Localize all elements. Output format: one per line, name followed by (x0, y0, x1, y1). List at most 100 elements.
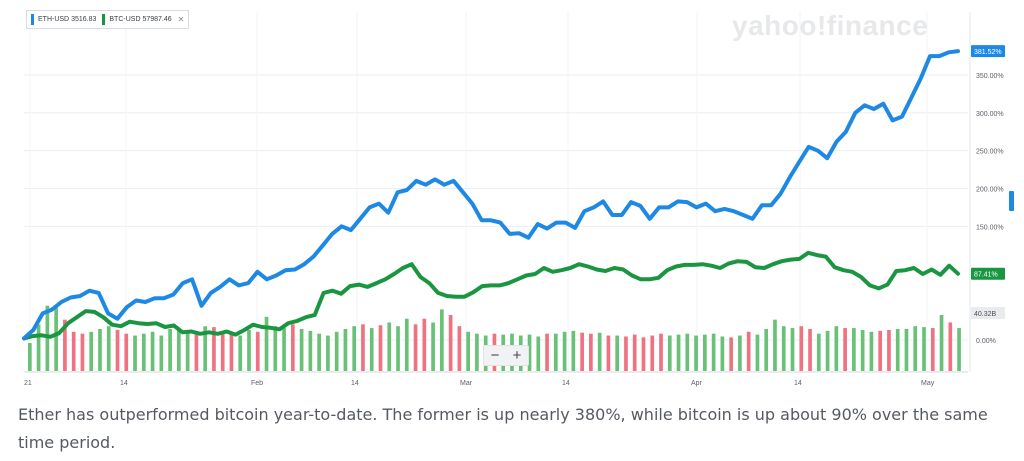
y-tick-label: 350.00% (976, 73, 1004, 80)
volume-bar (238, 335, 243, 371)
volume-bar (334, 331, 339, 371)
zoom-control: − + (483, 345, 529, 366)
close-icon[interactable]: ✕ (177, 15, 185, 24)
volume-bar (89, 331, 94, 371)
volume-bar (36, 324, 41, 371)
volume-bar (773, 319, 777, 371)
volume-bar (597, 332, 602, 371)
volume-bar (466, 331, 470, 371)
volume-bar (361, 324, 365, 371)
volume-bar (177, 329, 181, 371)
volume-bar (755, 334, 760, 371)
volume-bar (869, 331, 874, 371)
zoom-in-button[interactable]: + (512, 347, 522, 364)
zoom-out-button[interactable]: − (490, 347, 500, 364)
volume-bar (352, 326, 357, 371)
volume-bar (764, 329, 769, 371)
volume-bar (676, 334, 681, 371)
volume-bar (720, 336, 725, 371)
volume-bar (711, 333, 716, 371)
volume-bar (71, 331, 76, 371)
volume-bar (80, 333, 85, 371)
eth-line (22, 49, 960, 341)
eth-symbol: ETH-USD (38, 16, 70, 23)
volume-bar (343, 329, 348, 371)
price-chart: 350.00% 300.00% 250.00% 200.00% 150.00% 0.00%… (22, 12, 1005, 387)
volume-bar (273, 326, 278, 371)
y-tick-label: 150.00% (976, 224, 1004, 231)
x-tick-label: Apr (691, 380, 703, 387)
volume-bar (808, 329, 812, 371)
volume-bar (685, 333, 690, 371)
volume-bar (98, 329, 102, 371)
volume-bar (54, 307, 58, 371)
volume-bar (746, 331, 751, 371)
volume-bar (247, 329, 251, 371)
volume-bar (448, 315, 453, 371)
volume-bar (133, 335, 137, 371)
volume-bar (799, 326, 804, 371)
volume-bar (422, 318, 427, 371)
volume-bar (413, 324, 418, 371)
volume-bar (860, 329, 865, 371)
volume-bar (589, 333, 593, 371)
legend-eth[interactable]: ETH-USD 3516.83 (31, 14, 96, 25)
volume-bar (387, 322, 392, 371)
volume-bar (203, 326, 208, 371)
btc-line (22, 250, 960, 341)
volume-bar (729, 337, 733, 371)
volume-bar (703, 334, 707, 371)
volume-bar (220, 330, 225, 371)
volume-bar (396, 326, 400, 371)
price-lines (22, 49, 960, 341)
volume-bar (606, 335, 611, 371)
volume-bar (825, 330, 830, 371)
volume-bar (527, 334, 532, 371)
x-tick-label: 14 (120, 380, 128, 387)
y-tick-label: 250.00% (976, 149, 1004, 156)
volume-bar (650, 335, 655, 371)
volume-bar (615, 335, 620, 371)
volume-bar (369, 328, 374, 371)
volume-bar (475, 333, 479, 371)
volume-end-label: 40.32B (974, 311, 997, 318)
volume-bar (308, 330, 313, 371)
volume-bar (781, 326, 786, 371)
legend: ETH-USD 3516.83 BTC-USD 57987.46 ✕ (26, 10, 190, 29)
volume-bar (895, 329, 900, 371)
x-tick-label: 14 (562, 380, 570, 387)
volume-bar (571, 330, 576, 371)
x-tick-label: Feb (251, 380, 263, 387)
volume-bar (185, 331, 190, 371)
volume-end-label-bg (971, 307, 1005, 319)
eth-end-label: 381.52% (974, 49, 1002, 56)
x-tick-label: 14 (794, 380, 802, 387)
volume-bar (816, 333, 821, 371)
volume-bar (326, 335, 330, 371)
volume-bar (431, 322, 435, 371)
volume-bar (115, 329, 120, 371)
volume-bar (659, 333, 663, 371)
volume-bar (440, 309, 444, 371)
volume-bar (457, 326, 462, 371)
volume-bar (878, 330, 883, 371)
btc-swatch (102, 14, 106, 25)
eth-end-label-bg (971, 45, 1005, 58)
volume-bar (255, 331, 260, 371)
volume-bar (264, 316, 269, 371)
volume-bar (834, 326, 839, 371)
volume-bar (904, 329, 909, 371)
grid-lines (24, 12, 968, 372)
volume-bar (404, 318, 409, 371)
chart-caption: Ether has outperformed bitcoin year-to-d… (18, 405, 988, 452)
volume-bar (317, 333, 321, 371)
y-tick-label: 0.00% (976, 338, 996, 345)
volume-bar (922, 327, 926, 371)
btc-symbol: BTC-USD (109, 16, 141, 23)
panel-tab-handle[interactable] (1009, 191, 1014, 211)
volume-bar (887, 329, 891, 371)
volume-bar (939, 315, 944, 371)
legend-btc[interactable]: BTC-USD 57987.46 (102, 14, 172, 25)
eth-value: 3516.83 (71, 16, 97, 23)
volume-bar (536, 336, 541, 371)
